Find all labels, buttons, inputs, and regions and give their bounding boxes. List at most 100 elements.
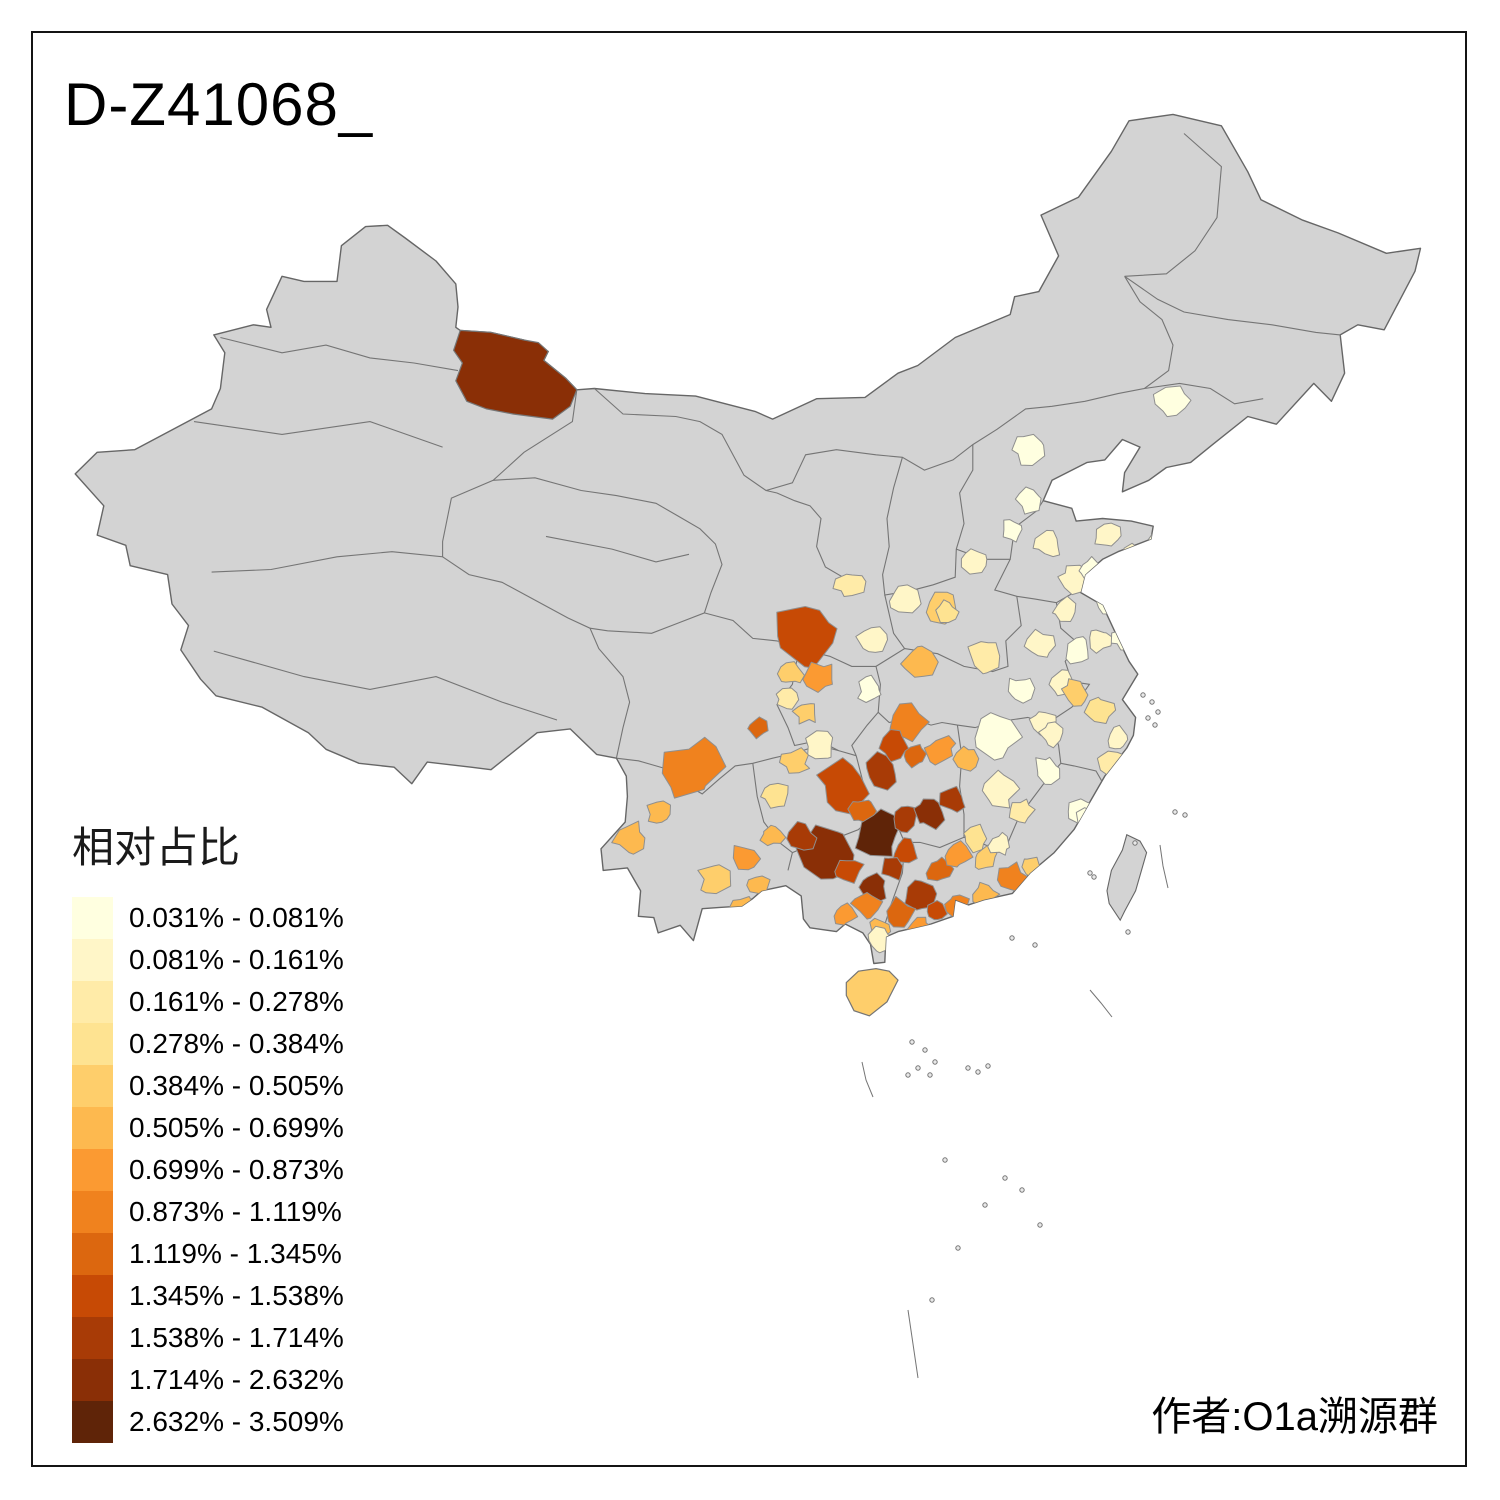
legend-row: 1.714% - 2.632% — [72, 1359, 344, 1401]
island-dot — [985, 1063, 991, 1069]
region-polygon — [1160, 629, 1181, 652]
island-dot — [1032, 942, 1038, 948]
legend-row: 0.505% - 0.699% — [72, 1107, 344, 1149]
region-polygon — [952, 745, 980, 772]
legend-label: 1.714% - 2.632% — [129, 1364, 344, 1395]
legend-swatch — [72, 1191, 113, 1233]
region-polygon — [791, 703, 816, 725]
region-polygon — [835, 927, 856, 949]
region-polygon — [786, 821, 818, 851]
legend: 相对占比 0.031% - 0.081% 0.081% - 0.161% 0.161… — [72, 814, 344, 1443]
legend-label: 0.873% - 1.119% — [129, 1196, 342, 1227]
legend-row: 0.873% - 1.119% — [72, 1191, 344, 1233]
legend-label: 0.161% - 0.278% — [129, 986, 344, 1017]
region-polygon — [854, 808, 903, 857]
region-polygon — [833, 902, 859, 926]
legend-swatch — [72, 1065, 113, 1107]
legend-swatch — [72, 1107, 113, 1149]
legend-row: 0.699% - 0.873% — [72, 1149, 344, 1191]
island-dot — [1145, 715, 1151, 721]
region-polygon — [881, 857, 904, 881]
region-polygon — [892, 837, 918, 864]
island-dot — [1019, 1187, 1025, 1193]
legend-row: 0.031% - 0.081% — [72, 897, 344, 939]
region-polygon — [935, 599, 960, 623]
region-polygon — [967, 641, 1001, 675]
island-dot — [905, 1072, 911, 1078]
legend-label: 0.081% - 0.161% — [129, 944, 344, 975]
region-polygon — [1194, 679, 1218, 703]
legend-swatch — [72, 1275, 113, 1317]
island-dot — [915, 1065, 921, 1071]
island-dot — [965, 1065, 971, 1071]
region-polygon — [1060, 678, 1089, 707]
region-polygon — [732, 845, 762, 871]
region-polygon — [805, 730, 834, 760]
region-polygon — [903, 743, 927, 769]
region-polygon — [1083, 696, 1117, 724]
region-polygon — [760, 782, 789, 809]
legend-swatch — [72, 897, 113, 939]
legend-swatch — [72, 1149, 113, 1191]
legend-label: 1.119% - 1.345% — [129, 1238, 342, 1269]
island-dot — [1091, 874, 1097, 880]
region-polygon — [1051, 595, 1077, 622]
island-dot — [1009, 935, 1015, 941]
region-polygon — [855, 626, 888, 653]
legend-row: 1.119% - 1.345% — [72, 1233, 344, 1275]
region-polygon — [728, 896, 753, 922]
legend-label: 1.345% - 1.538% — [129, 1280, 344, 1311]
legend-row: 0.081% - 0.161% — [72, 939, 344, 981]
region-polygon — [904, 879, 938, 911]
island-sliver — [1159, 844, 1169, 889]
legend-label: 0.699% - 0.873% — [129, 1154, 344, 1185]
island-dot — [922, 1047, 928, 1053]
legend-row: 1.538% - 1.714% — [72, 1317, 344, 1359]
page-title: D-Z41068_ — [64, 71, 374, 138]
region-polygon — [886, 895, 917, 928]
island-dot — [929, 1297, 935, 1303]
legend-row: 0.384% - 0.505% — [72, 1065, 344, 1107]
region-polygon — [857, 674, 882, 703]
region-polygon — [759, 824, 787, 847]
legend-swatch — [72, 1233, 113, 1275]
region-polygon — [1151, 688, 1169, 713]
legend-label: 0.031% - 0.081% — [129, 902, 344, 933]
legend-label: 0.278% - 0.384% — [129, 1028, 344, 1059]
region-polygon — [865, 751, 897, 791]
legend-row: 0.161% - 0.278% — [72, 981, 344, 1023]
island-dot — [955, 1245, 961, 1251]
region-polygon — [974, 712, 1023, 761]
island-dot — [982, 1202, 988, 1208]
legend-swatch — [72, 1317, 113, 1359]
region-polygon — [1035, 756, 1061, 785]
region-polygon — [850, 892, 884, 920]
region-polygon — [776, 606, 838, 669]
small-islands — [861, 692, 1188, 1379]
region-polygon — [802, 661, 833, 693]
island-dot — [1182, 812, 1188, 818]
legend-label: 1.538% - 1.714% — [129, 1322, 344, 1353]
island-dot — [909, 1039, 915, 1045]
legend-swatch — [72, 1401, 113, 1443]
region-polygon — [944, 840, 974, 868]
region-polygon — [913, 798, 946, 831]
region-polygon — [1095, 584, 1120, 615]
island-dot — [927, 1072, 933, 1078]
region-polygon — [1008, 798, 1036, 824]
region-polygon — [646, 800, 671, 824]
region-polygon — [1038, 721, 1064, 749]
region-polygon — [834, 859, 865, 884]
region-polygon — [776, 661, 805, 684]
region-polygon — [981, 769, 1021, 809]
region-polygon — [1002, 519, 1023, 543]
island-dot — [1132, 840, 1138, 846]
region-polygon — [1023, 628, 1056, 658]
region-polygon — [987, 831, 1010, 856]
island-dot — [932, 1059, 938, 1065]
island-dot — [1152, 722, 1158, 728]
region-polygon — [1065, 636, 1089, 665]
legend-swatch — [72, 981, 113, 1023]
